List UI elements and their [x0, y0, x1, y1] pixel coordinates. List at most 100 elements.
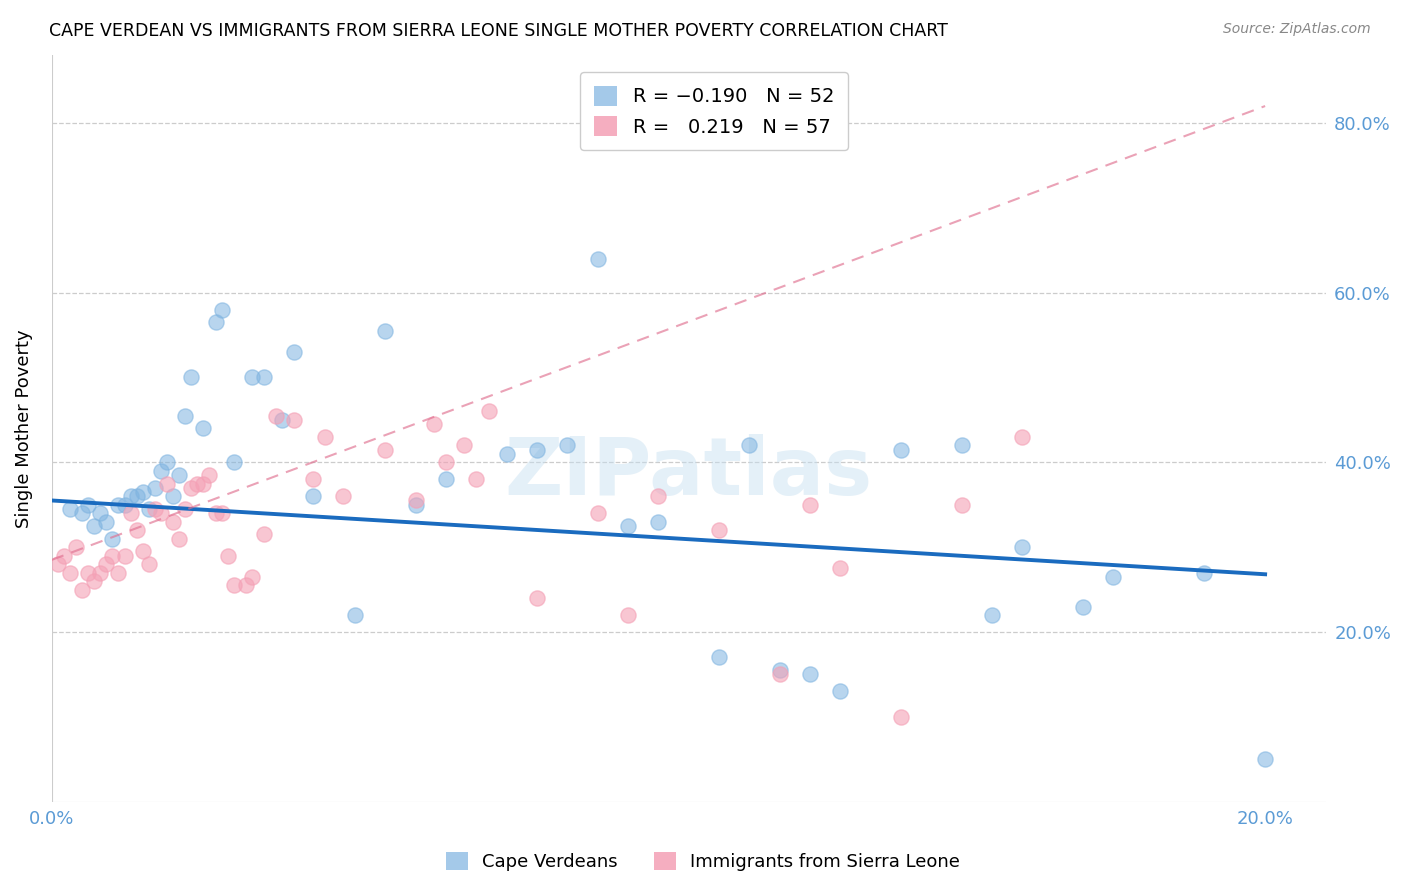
Point — [83, 519, 105, 533]
Point — [138, 502, 160, 516]
Point — [143, 481, 166, 495]
Point — [264, 409, 287, 423]
Point — [107, 498, 129, 512]
Point — [46, 557, 69, 571]
Point — [271, 413, 294, 427]
Point — [211, 506, 233, 520]
Point — [174, 409, 197, 423]
Point — [162, 515, 184, 529]
Point — [114, 549, 136, 563]
Point — [120, 489, 142, 503]
Point — [707, 523, 730, 537]
Point — [526, 442, 548, 457]
Point — [143, 502, 166, 516]
Point — [156, 455, 179, 469]
Point — [96, 557, 118, 571]
Point — [301, 472, 323, 486]
Point — [52, 549, 75, 563]
Point — [70, 582, 93, 597]
Point — [89, 566, 111, 580]
Point — [950, 438, 973, 452]
Point — [174, 502, 197, 516]
Point — [434, 455, 457, 469]
Point — [526, 591, 548, 605]
Point — [799, 498, 821, 512]
Point — [138, 557, 160, 571]
Point — [167, 532, 190, 546]
Point — [77, 566, 100, 580]
Point — [1011, 540, 1033, 554]
Point — [162, 489, 184, 503]
Point — [211, 302, 233, 317]
Point — [617, 607, 640, 622]
Point — [125, 523, 148, 537]
Point — [101, 532, 124, 546]
Point — [1011, 430, 1033, 444]
Point — [707, 650, 730, 665]
Point — [167, 468, 190, 483]
Point — [950, 498, 973, 512]
Point — [120, 506, 142, 520]
Point — [193, 476, 215, 491]
Point — [1254, 752, 1277, 766]
Point — [186, 476, 208, 491]
Point — [198, 468, 221, 483]
Point — [204, 506, 226, 520]
Point — [769, 663, 792, 677]
Point — [557, 438, 579, 452]
Point — [374, 324, 396, 338]
Text: CAPE VERDEAN VS IMMIGRANTS FROM SIERRA LEONE SINGLE MOTHER POVERTY CORRELATION C: CAPE VERDEAN VS IMMIGRANTS FROM SIERRA L… — [49, 22, 948, 40]
Point — [149, 464, 172, 478]
Point — [1194, 566, 1216, 580]
Point — [240, 570, 263, 584]
Point — [344, 607, 367, 622]
Point — [235, 578, 257, 592]
Point — [222, 455, 245, 469]
Point — [253, 527, 276, 541]
Point — [180, 481, 202, 495]
Point — [799, 667, 821, 681]
Point — [89, 506, 111, 520]
Point — [193, 421, 215, 435]
Point — [465, 472, 488, 486]
Point — [495, 447, 517, 461]
Point — [332, 489, 354, 503]
Point — [617, 519, 640, 533]
Point — [890, 442, 912, 457]
Point — [70, 506, 93, 520]
Point — [283, 345, 305, 359]
Point — [96, 515, 118, 529]
Point — [114, 498, 136, 512]
Point — [586, 252, 609, 266]
Text: ZIPatlas: ZIPatlas — [505, 434, 873, 512]
Point — [217, 549, 239, 563]
Point — [83, 574, 105, 588]
Point — [453, 438, 475, 452]
Point — [240, 370, 263, 384]
Point — [180, 370, 202, 384]
Point — [423, 417, 446, 431]
Point — [107, 566, 129, 580]
Point — [981, 607, 1004, 622]
Point — [301, 489, 323, 503]
Point — [59, 502, 82, 516]
Point — [204, 315, 226, 329]
Point — [769, 667, 792, 681]
Point — [405, 493, 427, 508]
Point — [65, 540, 87, 554]
Text: Source: ZipAtlas.com: Source: ZipAtlas.com — [1223, 22, 1371, 37]
Point — [647, 489, 669, 503]
Point — [132, 485, 155, 500]
Point — [830, 561, 852, 575]
Point — [830, 684, 852, 698]
Point — [132, 544, 155, 558]
Point — [374, 442, 396, 457]
Y-axis label: Single Mother Poverty: Single Mother Poverty — [15, 329, 32, 528]
Point — [1102, 570, 1125, 584]
Point — [738, 438, 761, 452]
Point — [477, 404, 499, 418]
Point — [101, 549, 124, 563]
Point — [1071, 599, 1094, 614]
Point — [890, 710, 912, 724]
Legend: R = −0.190   N = 52, R =   0.219   N = 57: R = −0.190 N = 52, R = 0.219 N = 57 — [581, 72, 848, 151]
